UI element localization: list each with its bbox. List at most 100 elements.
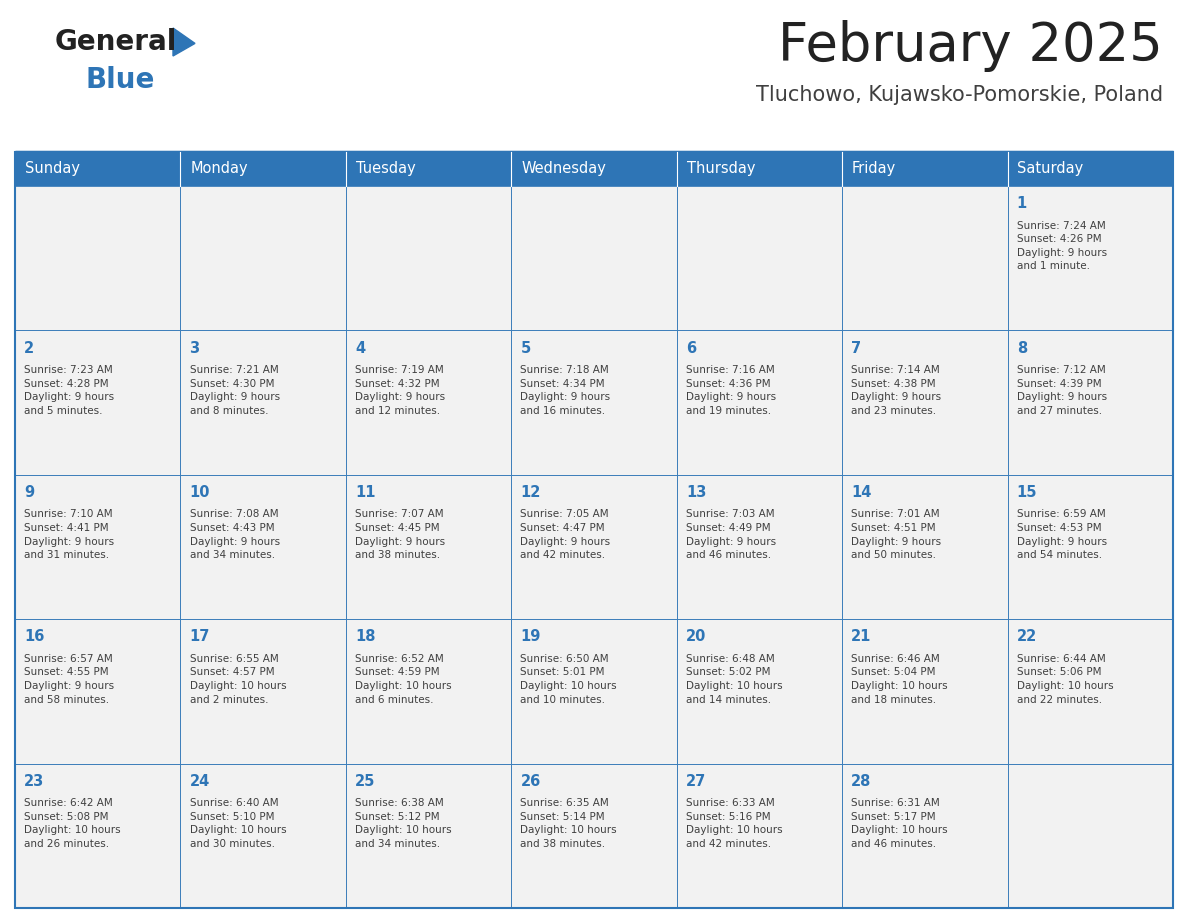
Bar <box>1007 620 1173 764</box>
Bar <box>15 330 181 475</box>
Text: 17: 17 <box>190 630 210 644</box>
Text: 28: 28 <box>852 774 872 789</box>
Bar <box>511 475 677 620</box>
Text: Sunrise: 6:57 AM
Sunset: 4:55 PM
Daylight: 9 hours
and 58 minutes.: Sunrise: 6:57 AM Sunset: 4:55 PM Dayligh… <box>24 654 114 705</box>
Text: Sunrise: 6:44 AM
Sunset: 5:06 PM
Daylight: 10 hours
and 22 minutes.: Sunrise: 6:44 AM Sunset: 5:06 PM Dayligh… <box>1017 654 1113 705</box>
Text: 27: 27 <box>685 774 706 789</box>
Text: 26: 26 <box>520 774 541 789</box>
Text: Sunday: Sunday <box>25 162 80 176</box>
Bar <box>677 330 842 475</box>
Text: Sunrise: 6:46 AM
Sunset: 5:04 PM
Daylight: 10 hours
and 18 minutes.: Sunrise: 6:46 AM Sunset: 5:04 PM Dayligh… <box>852 654 948 705</box>
Bar <box>1007 330 1173 475</box>
Text: Sunrise: 7:10 AM
Sunset: 4:41 PM
Daylight: 9 hours
and 31 minutes.: Sunrise: 7:10 AM Sunset: 4:41 PM Dayligh… <box>24 509 114 560</box>
Bar <box>842 186 1007 330</box>
Bar <box>15 764 181 908</box>
Text: 6: 6 <box>685 341 696 355</box>
Text: Sunrise: 7:16 AM
Sunset: 4:36 PM
Daylight: 9 hours
and 19 minutes.: Sunrise: 7:16 AM Sunset: 4:36 PM Dayligh… <box>685 365 776 416</box>
Text: Sunrise: 7:23 AM
Sunset: 4:28 PM
Daylight: 9 hours
and 5 minutes.: Sunrise: 7:23 AM Sunset: 4:28 PM Dayligh… <box>24 365 114 416</box>
Text: 15: 15 <box>1017 485 1037 500</box>
Bar <box>346 152 511 186</box>
Text: Sunrise: 7:01 AM
Sunset: 4:51 PM
Daylight: 9 hours
and 50 minutes.: Sunrise: 7:01 AM Sunset: 4:51 PM Dayligh… <box>852 509 941 560</box>
Bar <box>15 475 181 620</box>
Bar <box>15 186 181 330</box>
Text: 1: 1 <box>1017 196 1026 211</box>
Text: February 2025: February 2025 <box>778 20 1163 72</box>
Text: 21: 21 <box>852 630 872 644</box>
Text: 11: 11 <box>355 485 375 500</box>
Text: 2: 2 <box>24 341 34 355</box>
Text: Sunrise: 7:12 AM
Sunset: 4:39 PM
Daylight: 9 hours
and 27 minutes.: Sunrise: 7:12 AM Sunset: 4:39 PM Dayligh… <box>1017 365 1107 416</box>
Text: Sunrise: 7:08 AM
Sunset: 4:43 PM
Daylight: 9 hours
and 34 minutes.: Sunrise: 7:08 AM Sunset: 4:43 PM Dayligh… <box>190 509 279 560</box>
Text: 14: 14 <box>852 485 872 500</box>
Text: Sunrise: 6:38 AM
Sunset: 5:12 PM
Daylight: 10 hours
and 34 minutes.: Sunrise: 6:38 AM Sunset: 5:12 PM Dayligh… <box>355 799 451 849</box>
Bar <box>842 475 1007 620</box>
Text: 7: 7 <box>852 341 861 355</box>
Bar <box>842 330 1007 475</box>
Text: 10: 10 <box>190 485 210 500</box>
Bar <box>15 620 181 764</box>
Text: Sunrise: 7:07 AM
Sunset: 4:45 PM
Daylight: 9 hours
and 38 minutes.: Sunrise: 7:07 AM Sunset: 4:45 PM Dayligh… <box>355 509 446 560</box>
Bar <box>181 764 346 908</box>
Text: Sunrise: 6:55 AM
Sunset: 4:57 PM
Daylight: 10 hours
and 2 minutes.: Sunrise: 6:55 AM Sunset: 4:57 PM Dayligh… <box>190 654 286 705</box>
Text: Wednesday: Wednesday <box>522 162 606 176</box>
Bar <box>511 764 677 908</box>
Text: Sunrise: 6:48 AM
Sunset: 5:02 PM
Daylight: 10 hours
and 14 minutes.: Sunrise: 6:48 AM Sunset: 5:02 PM Dayligh… <box>685 654 783 705</box>
Bar <box>842 152 1007 186</box>
Text: Sunrise: 6:35 AM
Sunset: 5:14 PM
Daylight: 10 hours
and 38 minutes.: Sunrise: 6:35 AM Sunset: 5:14 PM Dayligh… <box>520 799 617 849</box>
Bar <box>511 186 677 330</box>
Bar <box>181 620 346 764</box>
Bar <box>15 152 181 186</box>
Bar <box>181 152 346 186</box>
Text: Thursday: Thursday <box>687 162 756 176</box>
Bar <box>511 152 677 186</box>
Bar <box>677 475 842 620</box>
Text: Sunrise: 6:42 AM
Sunset: 5:08 PM
Daylight: 10 hours
and 26 minutes.: Sunrise: 6:42 AM Sunset: 5:08 PM Dayligh… <box>24 799 121 849</box>
Bar <box>181 330 346 475</box>
Bar <box>15 152 1173 908</box>
Text: General: General <box>55 28 177 56</box>
Text: Tuesday: Tuesday <box>355 162 416 176</box>
Text: 13: 13 <box>685 485 706 500</box>
Text: 4: 4 <box>355 341 365 355</box>
Text: 9: 9 <box>24 485 34 500</box>
Bar <box>511 330 677 475</box>
Text: 20: 20 <box>685 630 706 644</box>
Bar <box>677 764 842 908</box>
Bar <box>1007 764 1173 908</box>
Bar <box>677 186 842 330</box>
Text: Sunrise: 6:33 AM
Sunset: 5:16 PM
Daylight: 10 hours
and 42 minutes.: Sunrise: 6:33 AM Sunset: 5:16 PM Dayligh… <box>685 799 783 849</box>
Bar <box>1007 186 1173 330</box>
Bar <box>346 186 511 330</box>
Bar <box>1007 475 1173 620</box>
Text: Sunrise: 7:19 AM
Sunset: 4:32 PM
Daylight: 9 hours
and 12 minutes.: Sunrise: 7:19 AM Sunset: 4:32 PM Dayligh… <box>355 365 446 416</box>
Text: Tluchowo, Kujawsko-Pomorskie, Poland: Tluchowo, Kujawsko-Pomorskie, Poland <box>756 85 1163 105</box>
Text: 12: 12 <box>520 485 541 500</box>
Text: Blue: Blue <box>86 66 154 94</box>
Text: Friday: Friday <box>852 162 896 176</box>
Text: 18: 18 <box>355 630 375 644</box>
Bar <box>346 620 511 764</box>
Text: 16: 16 <box>24 630 44 644</box>
Text: 25: 25 <box>355 774 375 789</box>
Bar <box>842 764 1007 908</box>
Text: Monday: Monday <box>190 162 248 176</box>
Text: Sunrise: 7:24 AM
Sunset: 4:26 PM
Daylight: 9 hours
and 1 minute.: Sunrise: 7:24 AM Sunset: 4:26 PM Dayligh… <box>1017 220 1107 272</box>
Text: Sunrise: 6:59 AM
Sunset: 4:53 PM
Daylight: 9 hours
and 54 minutes.: Sunrise: 6:59 AM Sunset: 4:53 PM Dayligh… <box>1017 509 1107 560</box>
Text: 19: 19 <box>520 630 541 644</box>
Bar <box>346 475 511 620</box>
Text: Sunrise: 7:05 AM
Sunset: 4:47 PM
Daylight: 9 hours
and 42 minutes.: Sunrise: 7:05 AM Sunset: 4:47 PM Dayligh… <box>520 509 611 560</box>
Text: Sunrise: 6:50 AM
Sunset: 5:01 PM
Daylight: 10 hours
and 10 minutes.: Sunrise: 6:50 AM Sunset: 5:01 PM Dayligh… <box>520 654 617 705</box>
Bar <box>181 186 346 330</box>
Bar <box>1007 152 1173 186</box>
Text: Sunrise: 6:52 AM
Sunset: 4:59 PM
Daylight: 10 hours
and 6 minutes.: Sunrise: 6:52 AM Sunset: 4:59 PM Dayligh… <box>355 654 451 705</box>
Text: 23: 23 <box>24 774 44 789</box>
Text: Sunrise: 6:31 AM
Sunset: 5:17 PM
Daylight: 10 hours
and 46 minutes.: Sunrise: 6:31 AM Sunset: 5:17 PM Dayligh… <box>852 799 948 849</box>
Text: Sunrise: 7:14 AM
Sunset: 4:38 PM
Daylight: 9 hours
and 23 minutes.: Sunrise: 7:14 AM Sunset: 4:38 PM Dayligh… <box>852 365 941 416</box>
Polygon shape <box>173 28 195 56</box>
Bar <box>677 152 842 186</box>
Text: 8: 8 <box>1017 341 1026 355</box>
Bar <box>511 620 677 764</box>
Text: Sunrise: 7:21 AM
Sunset: 4:30 PM
Daylight: 9 hours
and 8 minutes.: Sunrise: 7:21 AM Sunset: 4:30 PM Dayligh… <box>190 365 279 416</box>
Text: Sunrise: 7:18 AM
Sunset: 4:34 PM
Daylight: 9 hours
and 16 minutes.: Sunrise: 7:18 AM Sunset: 4:34 PM Dayligh… <box>520 365 611 416</box>
Bar <box>842 620 1007 764</box>
